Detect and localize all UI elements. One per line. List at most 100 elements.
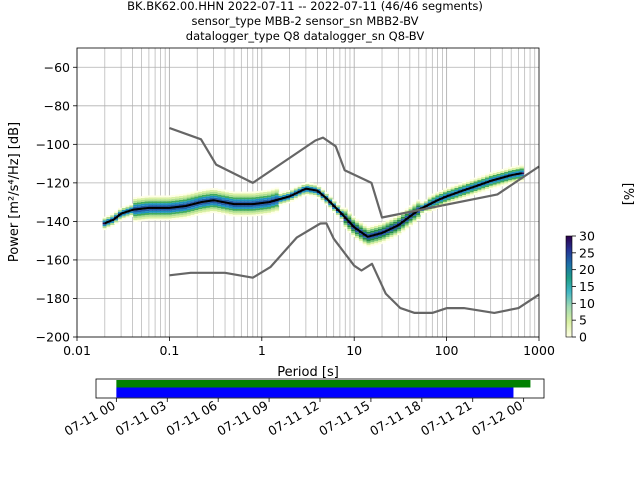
density-cell — [309, 184, 314, 187]
density-cell — [194, 206, 199, 209]
density-cell — [156, 212, 161, 215]
density-cell — [144, 197, 150, 200]
density-cell — [144, 201, 150, 204]
density-cell — [366, 243, 371, 246]
density-cell — [114, 222, 119, 225]
density-cell — [228, 210, 234, 213]
density-cell — [205, 196, 211, 199]
density-cell — [182, 209, 188, 211]
density-cell — [385, 235, 391, 237]
density-cell — [278, 203, 283, 206]
density-cell — [420, 205, 425, 208]
density-cell — [213, 192, 218, 194]
density-cell — [159, 203, 165, 206]
density-cell — [504, 179, 509, 182]
density-cell — [412, 204, 417, 207]
density-cell — [217, 190, 222, 193]
density-cell — [328, 207, 333, 210]
density-cell — [259, 205, 264, 208]
density-cell — [339, 215, 345, 217]
density-cell — [179, 215, 184, 218]
density-cell — [144, 211, 150, 214]
density-cell — [408, 220, 413, 223]
density-cell — [251, 208, 257, 211]
density-cell — [504, 183, 509, 186]
density-cell — [366, 227, 371, 230]
density-cell — [137, 200, 142, 203]
density-cell — [305, 186, 310, 188]
density-cell — [163, 203, 169, 206]
density-cell — [137, 202, 142, 205]
density-cell — [385, 238, 391, 241]
density-cell — [267, 189, 272, 192]
density-cell — [416, 214, 421, 217]
density-cell — [156, 214, 161, 217]
density-cell — [488, 177, 494, 180]
density-cell — [274, 195, 280, 198]
density-cell — [465, 195, 471, 198]
density-cell — [255, 212, 261, 215]
density-cell — [320, 190, 326, 193]
density-cell — [247, 193, 253, 196]
density-cell — [488, 176, 494, 178]
colorbar-tick-label: 20 — [579, 262, 595, 277]
density-cell — [106, 218, 111, 221]
density-cell — [423, 209, 429, 211]
density-cell — [508, 170, 513, 173]
density-cell — [259, 204, 264, 206]
density-cell — [259, 213, 264, 216]
density-cell — [202, 193, 207, 195]
density-cell — [416, 207, 421, 210]
density-cell — [125, 206, 130, 209]
density-cell — [293, 198, 299, 201]
density-cell — [488, 185, 494, 188]
density-cell — [274, 206, 280, 209]
density-cell — [217, 192, 222, 195]
density-cell — [511, 171, 517, 174]
density-cell — [301, 186, 306, 189]
density-cell — [339, 216, 345, 219]
density-cell — [397, 231, 402, 234]
density-cell — [225, 209, 230, 212]
density-cell — [144, 218, 150, 221]
density-cell — [454, 193, 459, 196]
density-cell — [274, 187, 280, 190]
density-cell — [159, 208, 165, 211]
density-cell — [205, 207, 211, 210]
density-cell — [163, 208, 169, 211]
density-cell — [435, 207, 440, 209]
density-cell — [465, 193, 471, 196]
density-cell — [450, 199, 456, 201]
density-cell — [305, 189, 310, 192]
density-cell — [137, 210, 142, 212]
density-cell — [144, 213, 150, 215]
density-cell — [316, 185, 322, 188]
density-cell — [102, 224, 108, 227]
density-cell — [152, 197, 157, 200]
density-cell — [202, 210, 207, 213]
density-cell — [217, 212, 222, 214]
density-cell — [186, 192, 192, 195]
density-cell — [171, 208, 176, 211]
density-cell — [244, 201, 249, 204]
density-cell — [194, 204, 199, 207]
density-cell — [228, 206, 234, 209]
density-cell — [159, 212, 165, 215]
density-cell — [397, 225, 402, 228]
density-cell — [221, 208, 226, 211]
density-cell — [416, 216, 421, 219]
density-cell — [217, 202, 222, 205]
density-cell — [274, 193, 280, 196]
density-cell — [347, 219, 352, 222]
density-cell — [389, 223, 394, 226]
density-cell — [316, 192, 322, 195]
density-cell — [251, 193, 257, 196]
density-cell — [450, 191, 456, 194]
density-cell — [358, 223, 364, 226]
density-cell — [270, 205, 276, 208]
density-cell — [110, 221, 115, 223]
density-cell — [290, 188, 295, 191]
density-cell — [420, 211, 425, 213]
density-cell — [117, 215, 123, 218]
